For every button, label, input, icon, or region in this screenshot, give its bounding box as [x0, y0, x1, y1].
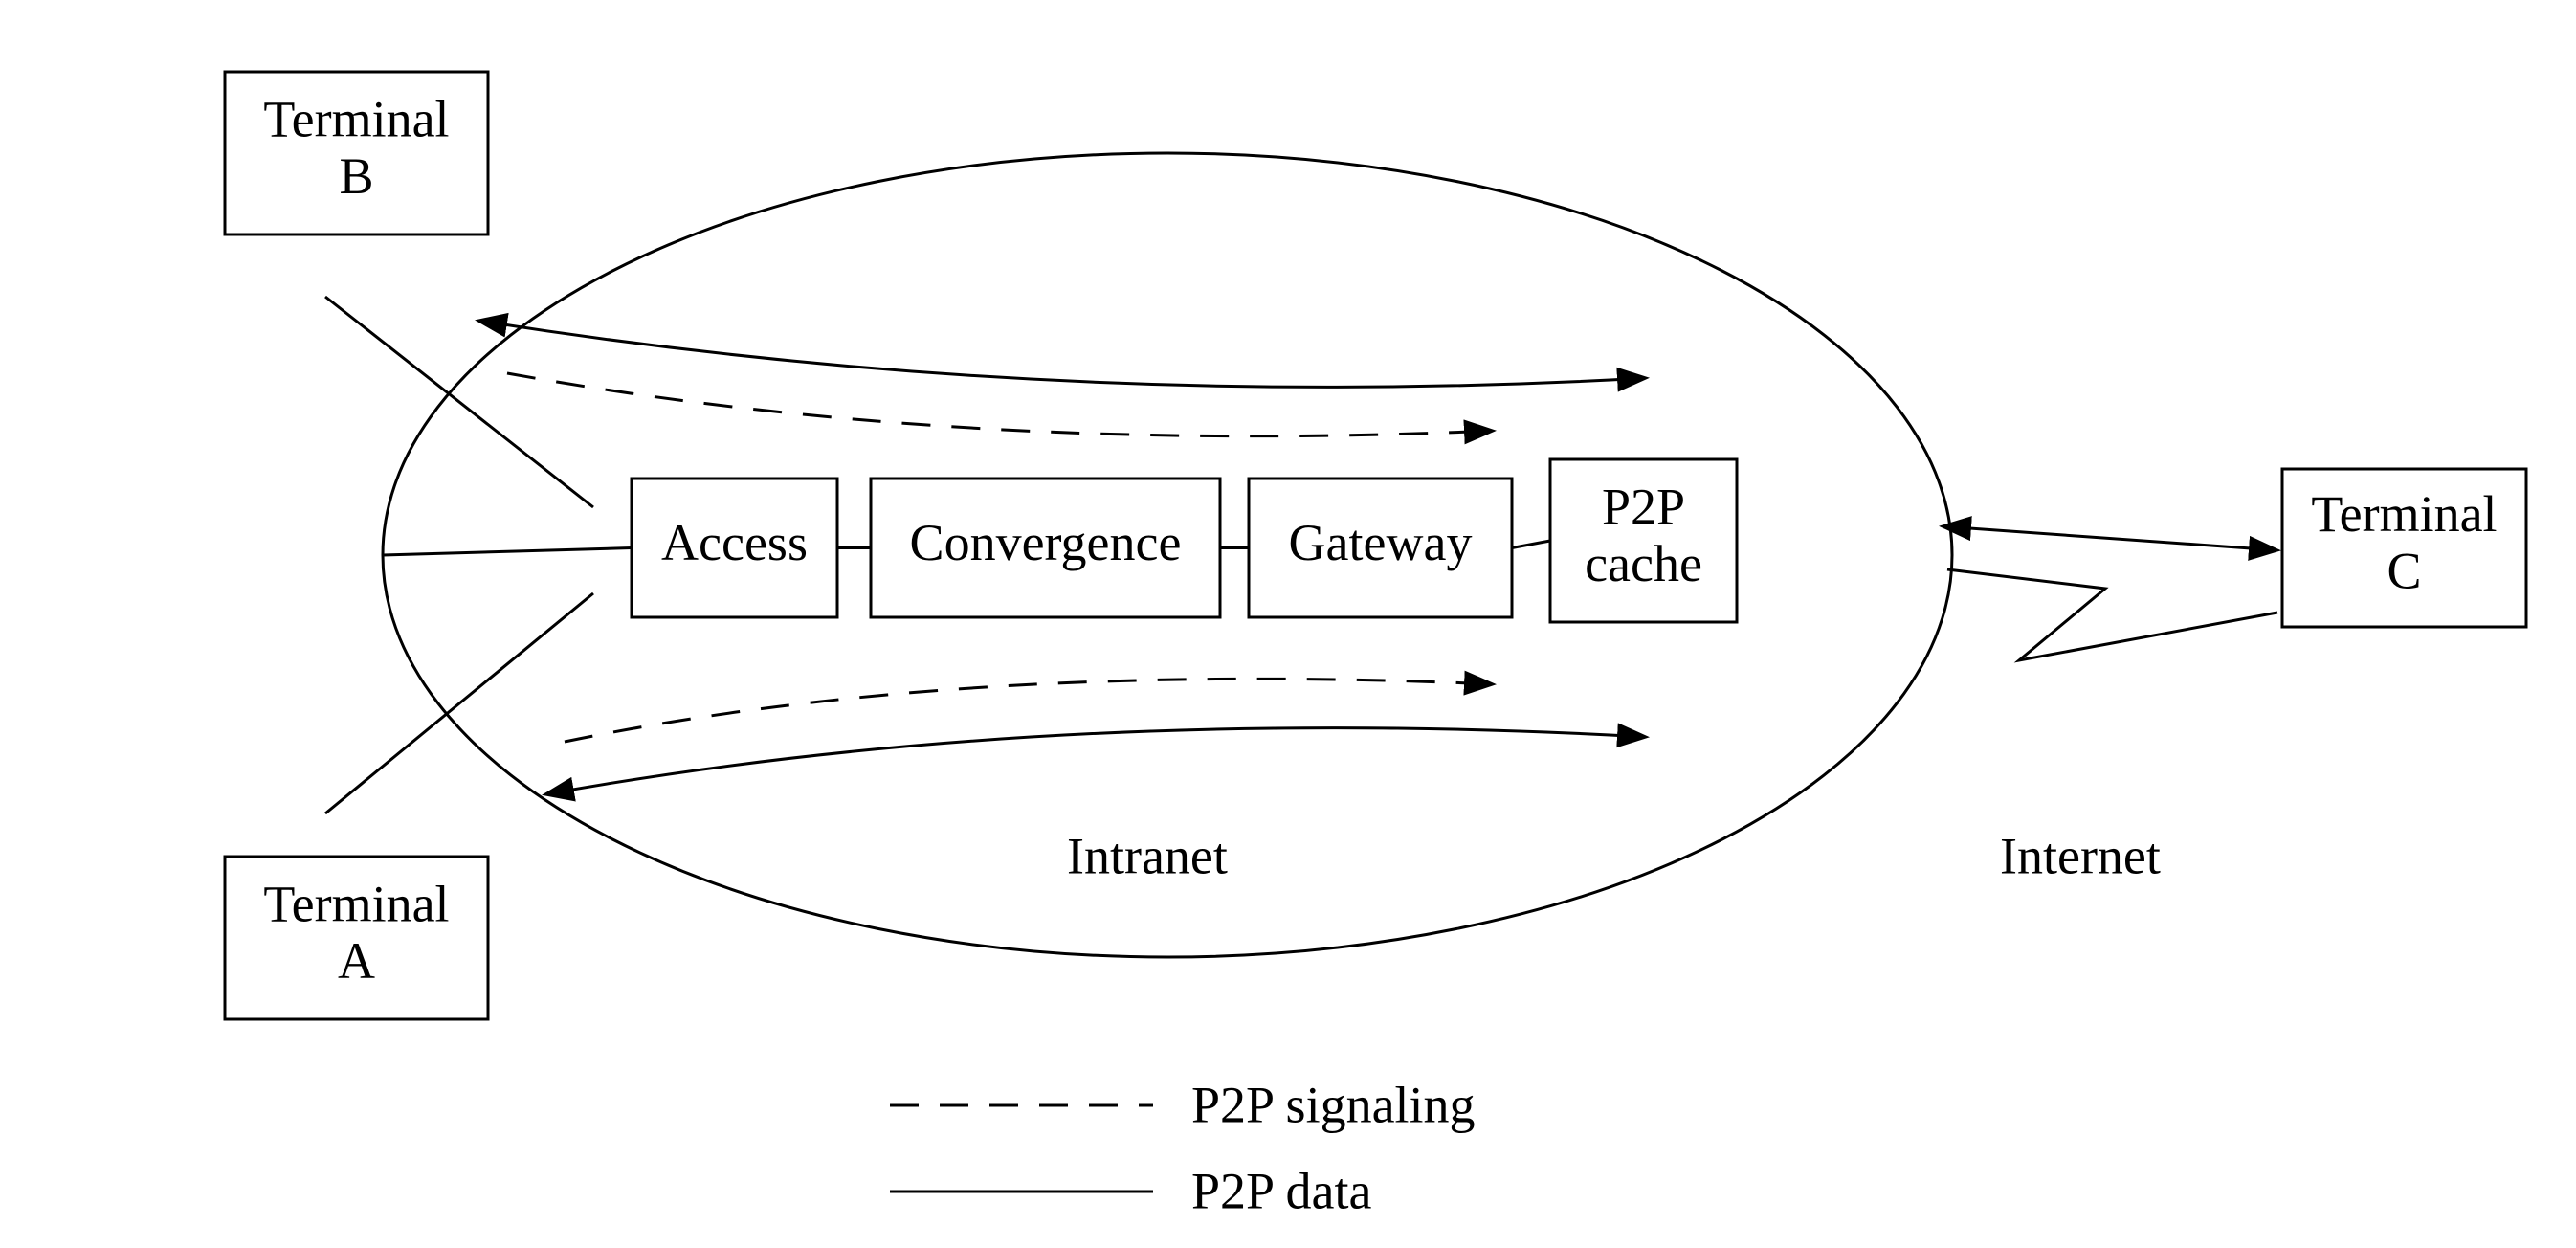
box-connector-access-in	[383, 548, 632, 556]
p2p-data-arrow-2	[1943, 526, 2277, 550]
p2p-data-arrow-1	[545, 728, 1646, 794]
terminal-connector-line-1	[325, 593, 593, 813]
internet-label: Internet	[2000, 827, 2161, 884]
terminal-b-label: Terminal	[263, 91, 449, 148]
terminal-a-label: A	[338, 932, 375, 990]
box-connector-2	[1512, 541, 1550, 548]
gateway-label: Gateway	[1289, 514, 1473, 571]
p2p-cache-label: cache	[1585, 535, 1702, 592]
lightning-icon	[1947, 569, 2277, 660]
p2p-signaling-arrow-0	[507, 373, 1493, 436]
terminal-connector-line-0	[325, 297, 593, 507]
legend-solid-label: P2P data	[1191, 1162, 1372, 1219]
terminal-c-label: C	[2387, 543, 2421, 600]
terminal-a-label: Terminal	[263, 876, 449, 933]
p2p-cache-label: P2P	[1602, 479, 1685, 536]
access-label: Access	[661, 514, 808, 571]
convergence-label: Convergence	[910, 514, 1182, 571]
legend-dashed-label: P2P signaling	[1191, 1076, 1476, 1133]
p2p-data-arrow-0	[478, 321, 1646, 387]
terminal-c-label: Terminal	[2311, 485, 2497, 543]
p2p-signaling-arrow-1	[565, 679, 1493, 742]
terminal-b-label: B	[339, 147, 373, 205]
intranet-label: Intranet	[1067, 827, 1228, 884]
